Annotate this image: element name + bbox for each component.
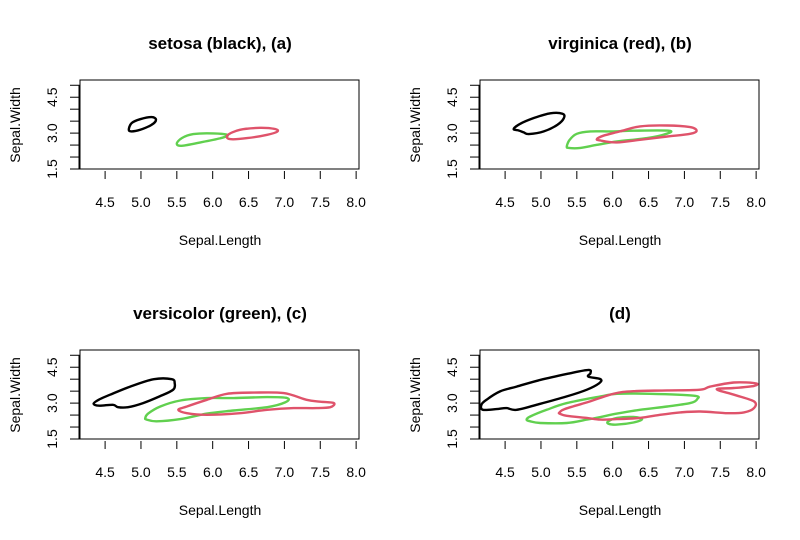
x-tick-label: 6.0 bbox=[603, 464, 623, 480]
plot-box bbox=[79, 349, 360, 440]
contour-line bbox=[512, 111, 566, 136]
panel-title: (d) bbox=[609, 304, 631, 323]
y-axis-label: Sepal.Width bbox=[7, 357, 23, 432]
x-tick-label: 6.0 bbox=[603, 194, 623, 210]
contour-line bbox=[92, 377, 177, 409]
x-axis-label: Sepal.Length bbox=[579, 502, 662, 518]
x-tick-label: 5.5 bbox=[167, 464, 187, 480]
y-tick-label: 1.5 bbox=[444, 429, 460, 449]
contour-line bbox=[127, 115, 158, 133]
x-tick-label: 6.5 bbox=[239, 194, 259, 210]
x-tick-label: 7.5 bbox=[311, 194, 331, 210]
x-tick-label: 6.5 bbox=[239, 464, 259, 480]
contour-line bbox=[175, 132, 230, 148]
y-axis-label: Sepal.Width bbox=[7, 87, 23, 162]
panel-a: setosa (black), (a) 4.5 5.0 5.5 6.0 6.5 7.0 7.5… bbox=[7, 34, 366, 248]
x-axis-label: Sepal.Length bbox=[579, 232, 662, 248]
x-tick-label: 4.5 bbox=[495, 194, 515, 210]
x-tick-label: 5.5 bbox=[567, 194, 587, 210]
x-tick-label: 5.0 bbox=[131, 464, 151, 480]
y-tick-label: 3.0 bbox=[44, 393, 60, 413]
x-tick-label: 6.0 bbox=[203, 194, 223, 210]
x-tick-label: 4.5 bbox=[95, 464, 115, 480]
x-axis-label: Sepal.Length bbox=[179, 502, 262, 518]
x-tick-label: 7.0 bbox=[275, 194, 295, 210]
contour-line bbox=[525, 392, 700, 425]
x-axis-label: Sepal.Length bbox=[179, 232, 262, 248]
x-tick-label: 7.5 bbox=[711, 194, 731, 210]
x-tick-label: 5.0 bbox=[531, 194, 551, 210]
x-tick-label: 8.0 bbox=[746, 464, 766, 480]
panel-b: virginica (red), (b) 4.5 5.0 5.5 6.0 6.5 7.0 7.… bbox=[407, 34, 766, 248]
y-tick-label: 4.5 bbox=[44, 87, 60, 107]
contour-line bbox=[225, 126, 280, 141]
x-tick-label: 5.0 bbox=[131, 194, 151, 210]
x-tick-label: 6.5 bbox=[639, 464, 659, 480]
x-tick-label: 5.5 bbox=[567, 464, 587, 480]
x-tick-label: 8.0 bbox=[346, 194, 366, 210]
x-tick-label: 8.0 bbox=[746, 194, 766, 210]
contour-line bbox=[143, 395, 290, 423]
panel-d: (d) 4.5 5.0 5.5 6.0 6.5 7.0 7.5 8.0 Sepal.Length 1… bbox=[407, 304, 766, 518]
contour-line bbox=[177, 391, 336, 416]
contour-line bbox=[557, 381, 759, 421]
x-tick-label: 4.5 bbox=[95, 194, 115, 210]
y-axis-label: Sepal.Width bbox=[407, 357, 423, 432]
x-tick-label: 7.0 bbox=[675, 464, 695, 480]
plot-box bbox=[479, 79, 760, 170]
y-tick-label: 1.5 bbox=[444, 159, 460, 179]
contour-line bbox=[565, 129, 673, 150]
y-axis-label: Sepal.Width bbox=[407, 87, 423, 162]
x-tick-label: 7.0 bbox=[675, 194, 695, 210]
contour-line bbox=[606, 415, 644, 426]
y-tick-label: 3.0 bbox=[444, 393, 460, 413]
panel-title: virginica (red), (b) bbox=[548, 34, 692, 53]
x-tick-label: 8.0 bbox=[346, 464, 366, 480]
y-tick-label: 4.5 bbox=[44, 357, 60, 377]
y-tick-label: 3.0 bbox=[444, 123, 460, 143]
panel-title: setosa (black), (a) bbox=[148, 34, 292, 53]
panel-title: versicolor (green), (c) bbox=[133, 304, 307, 323]
panel-c: versicolor (green), (c) 4.5 5.0 5.5 6.0 6.5 7.… bbox=[7, 304, 366, 518]
y-tick-label: 3.0 bbox=[44, 123, 60, 143]
y-tick-label: 1.5 bbox=[44, 429, 60, 449]
contour-line bbox=[479, 368, 603, 412]
y-tick-label: 4.5 bbox=[444, 87, 460, 107]
contour-line bbox=[595, 124, 698, 144]
plot-box bbox=[479, 349, 760, 440]
x-tick-label: 6.0 bbox=[203, 464, 223, 480]
x-tick-label: 5.5 bbox=[167, 194, 187, 210]
plot-box bbox=[79, 79, 360, 170]
x-tick-label: 5.0 bbox=[531, 464, 551, 480]
y-tick-label: 4.5 bbox=[444, 357, 460, 377]
x-tick-label: 7.5 bbox=[711, 464, 731, 480]
y-tick-label: 1.5 bbox=[44, 159, 60, 179]
x-tick-label: 6.5 bbox=[639, 194, 659, 210]
x-tick-label: 7.5 bbox=[311, 464, 331, 480]
x-tick-label: 7.0 bbox=[275, 464, 295, 480]
x-tick-label: 4.5 bbox=[495, 464, 515, 480]
